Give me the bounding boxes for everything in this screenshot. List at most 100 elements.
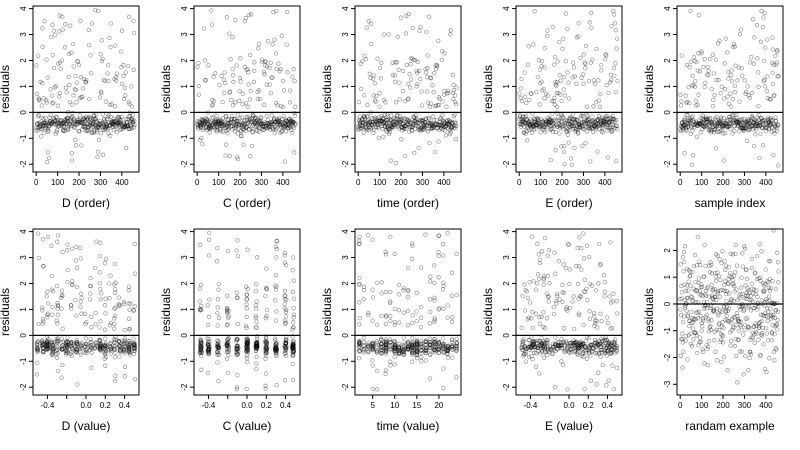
data-point xyxy=(744,123,749,129)
data-point xyxy=(35,346,40,351)
data-point xyxy=(65,119,71,124)
data-point xyxy=(759,126,765,131)
data-point xyxy=(575,344,580,349)
data-point xyxy=(35,346,40,351)
data-point xyxy=(112,321,117,327)
data-point xyxy=(379,341,384,347)
data-point xyxy=(422,120,428,125)
data-point xyxy=(454,123,459,129)
data-point xyxy=(449,270,455,275)
data-point xyxy=(392,348,397,354)
data-point xyxy=(59,346,64,352)
data-point xyxy=(264,345,269,350)
data-point xyxy=(726,124,732,129)
data-point xyxy=(45,75,50,80)
data-point xyxy=(597,104,603,109)
data-point xyxy=(368,75,373,81)
data-point xyxy=(44,347,50,353)
data-point xyxy=(88,342,94,348)
data-point xyxy=(279,33,284,38)
points xyxy=(197,230,297,392)
data-point xyxy=(248,154,253,159)
data-point xyxy=(711,71,716,76)
data-point xyxy=(253,348,259,353)
data-point xyxy=(370,347,375,352)
data-point xyxy=(441,280,446,285)
data-point xyxy=(286,123,292,128)
data-point xyxy=(681,118,687,123)
data-point xyxy=(579,113,584,119)
data-point xyxy=(225,248,230,254)
data-point xyxy=(566,121,571,127)
data-point xyxy=(575,352,580,357)
data-point xyxy=(449,293,455,298)
data-point xyxy=(581,341,586,346)
x-tick-label: 200 xyxy=(555,178,569,187)
data-point xyxy=(388,340,393,345)
data-point xyxy=(245,336,250,341)
data-point xyxy=(725,50,730,55)
data-point xyxy=(739,65,744,71)
data-point xyxy=(117,343,122,348)
data-point xyxy=(370,358,375,363)
data-point xyxy=(724,124,730,129)
data-point xyxy=(408,85,413,90)
data-point xyxy=(380,121,385,127)
data-point xyxy=(273,283,278,288)
data-point xyxy=(371,76,376,81)
data-point xyxy=(36,97,42,102)
data-point xyxy=(118,303,123,308)
data-point xyxy=(751,61,757,66)
data-point xyxy=(576,340,582,345)
data-point xyxy=(212,124,217,129)
data-point xyxy=(254,341,260,346)
data-point xyxy=(610,124,616,129)
data-point xyxy=(357,300,362,305)
data-point xyxy=(40,348,46,354)
data-point xyxy=(208,124,213,129)
data-point xyxy=(270,126,275,131)
data-point xyxy=(570,112,576,117)
data-point xyxy=(68,23,73,28)
data-point xyxy=(118,349,123,354)
data-point xyxy=(377,119,382,124)
data-point xyxy=(737,32,743,37)
data-point xyxy=(542,340,547,346)
data-point xyxy=(63,343,68,348)
data-point xyxy=(588,60,594,65)
data-point xyxy=(583,140,588,146)
data-point xyxy=(380,126,385,132)
data-point xyxy=(357,120,363,125)
data-point xyxy=(126,348,132,353)
data-point xyxy=(537,124,543,129)
data-point xyxy=(220,123,225,128)
data-point xyxy=(242,18,248,24)
data-point xyxy=(92,116,97,122)
data-point xyxy=(599,115,605,120)
data-point xyxy=(226,347,231,353)
data-point xyxy=(91,130,96,135)
data-point xyxy=(206,351,212,356)
data-point xyxy=(73,137,78,142)
data-point xyxy=(772,358,777,363)
data-point xyxy=(239,133,244,138)
data-point xyxy=(244,284,249,289)
data-point xyxy=(572,117,577,123)
data-point xyxy=(551,117,557,122)
data-point xyxy=(589,125,594,130)
data-point xyxy=(396,345,402,350)
data-point xyxy=(280,116,285,122)
data-point xyxy=(421,123,426,128)
data-point xyxy=(42,119,47,125)
data-point xyxy=(527,344,532,350)
data-point xyxy=(379,342,384,347)
data-point xyxy=(88,291,93,296)
data-point xyxy=(107,281,112,286)
data-point xyxy=(771,153,776,158)
data-point xyxy=(711,119,716,125)
data-point xyxy=(275,117,280,122)
data-point xyxy=(574,351,580,356)
data-point xyxy=(582,344,587,349)
data-point xyxy=(385,126,390,131)
data-point xyxy=(291,296,297,301)
